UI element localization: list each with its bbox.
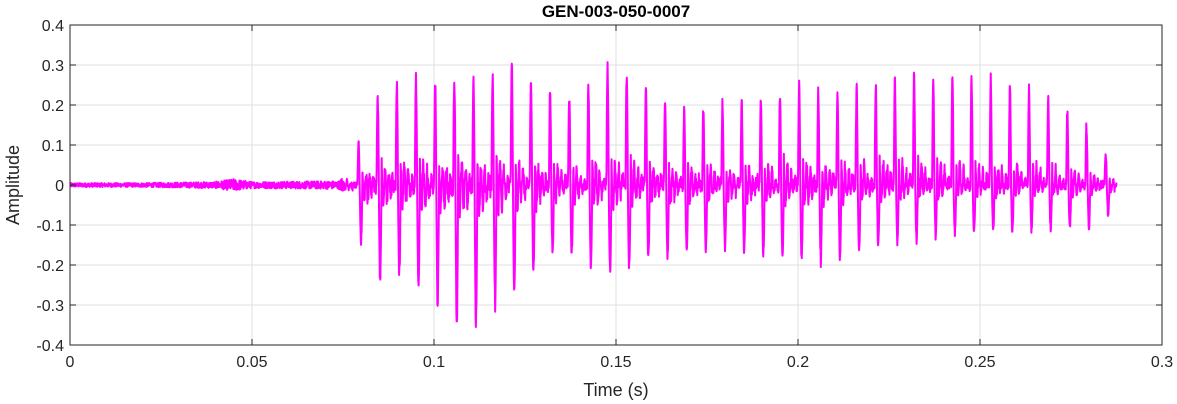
x-tick-label: 0 (66, 354, 75, 371)
x-tick-label: 0.25 (964, 354, 995, 371)
y-tick-label: 0 (55, 178, 64, 195)
y-tick-label: 0.3 (42, 58, 64, 75)
x-tick-label: 0.15 (600, 354, 631, 371)
y-tick-label: -0.3 (36, 298, 64, 315)
x-axis-title: Time (s) (583, 380, 648, 400)
x-tick-label: 0.2 (787, 354, 809, 371)
x-tick-label: 0.3 (1151, 354, 1173, 371)
y-tick-label: 0.1 (42, 138, 64, 155)
signal-line (70, 61, 1118, 329)
y-tick-label: -0.4 (36, 338, 64, 355)
y-tick-label: -0.2 (36, 258, 64, 275)
chart-title: GEN-003-050-0007 (542, 2, 690, 21)
x-tick-label: 0.05 (236, 354, 267, 371)
y-axis-ticks: -0.4 -0.3 -0.2 -0.1 0 0.1 0.2 0.3 0.4 (36, 18, 1162, 355)
x-tick-label: 0.1 (423, 354, 445, 371)
y-tick-label: -0.1 (36, 218, 64, 235)
y-axis-title: Amplitude (3, 145, 23, 225)
x-axis-ticks: 0 0.05 0.1 0.15 0.2 0.25 0.3 (66, 25, 1173, 371)
y-tick-label: 0.4 (42, 18, 64, 35)
y-tick-label: 0.2 (42, 98, 64, 115)
